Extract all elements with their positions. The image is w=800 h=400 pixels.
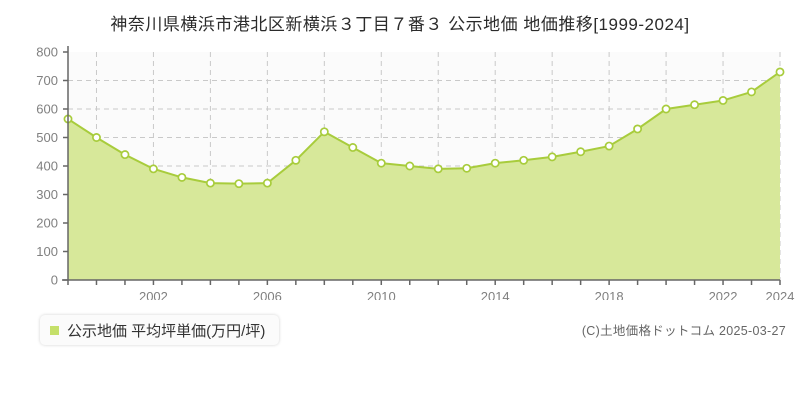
svg-text:2006: 2006 — [253, 289, 282, 300]
axis-layer — [62, 46, 781, 285]
svg-text:2010: 2010 — [367, 289, 396, 300]
x-axis-tick-labels: 2002 2006 2010 2014 2018 2022 2024 — [139, 289, 794, 300]
svg-text:2002: 2002 — [139, 289, 168, 300]
svg-text:2024: 2024 — [766, 289, 795, 300]
svg-text:700: 700 — [36, 73, 58, 88]
area-series-layer — [68, 71, 780, 280]
svg-text:2022: 2022 — [709, 289, 738, 300]
svg-text:600: 600 — [36, 102, 58, 117]
data-point-markers — [63, 67, 785, 189]
svg-text:100: 100 — [36, 244, 58, 259]
svg-text:500: 500 — [36, 130, 58, 145]
svg-text:800: 800 — [36, 45, 58, 60]
chart-area: 0 100 200 300 400 500 600 700 800 2002 2006 2010 20… — [0, 40, 800, 301]
svg-text:2014: 2014 — [481, 289, 510, 300]
svg-text:400: 400 — [36, 159, 58, 174]
legend-swatch-icon — [50, 325, 59, 335]
line-series-layer — [67, 71, 781, 185]
y-axis-tick-labels: 0 100 200 300 400 500 600 700 800 — [36, 45, 58, 288]
copyright-notice: (C)土地価格ドットコム 2025-03-27 — [581, 324, 786, 338]
svg-text:0: 0 — [51, 273, 58, 288]
svg-text:2018: 2018 — [595, 289, 624, 300]
svg-text:300: 300 — [36, 187, 58, 202]
chart-legend: 公示地価 平均坪単価(万円/坪) — [40, 315, 280, 345]
legend-label: 公示地価 平均坪単価(万円/坪) — [67, 322, 266, 340]
page-title: 神奈川県横浜市港北区新横浜３丁目７番３ 公示地価 地価推移[1999-2024] — [110, 15, 690, 34]
svg-text:200: 200 — [36, 216, 58, 231]
